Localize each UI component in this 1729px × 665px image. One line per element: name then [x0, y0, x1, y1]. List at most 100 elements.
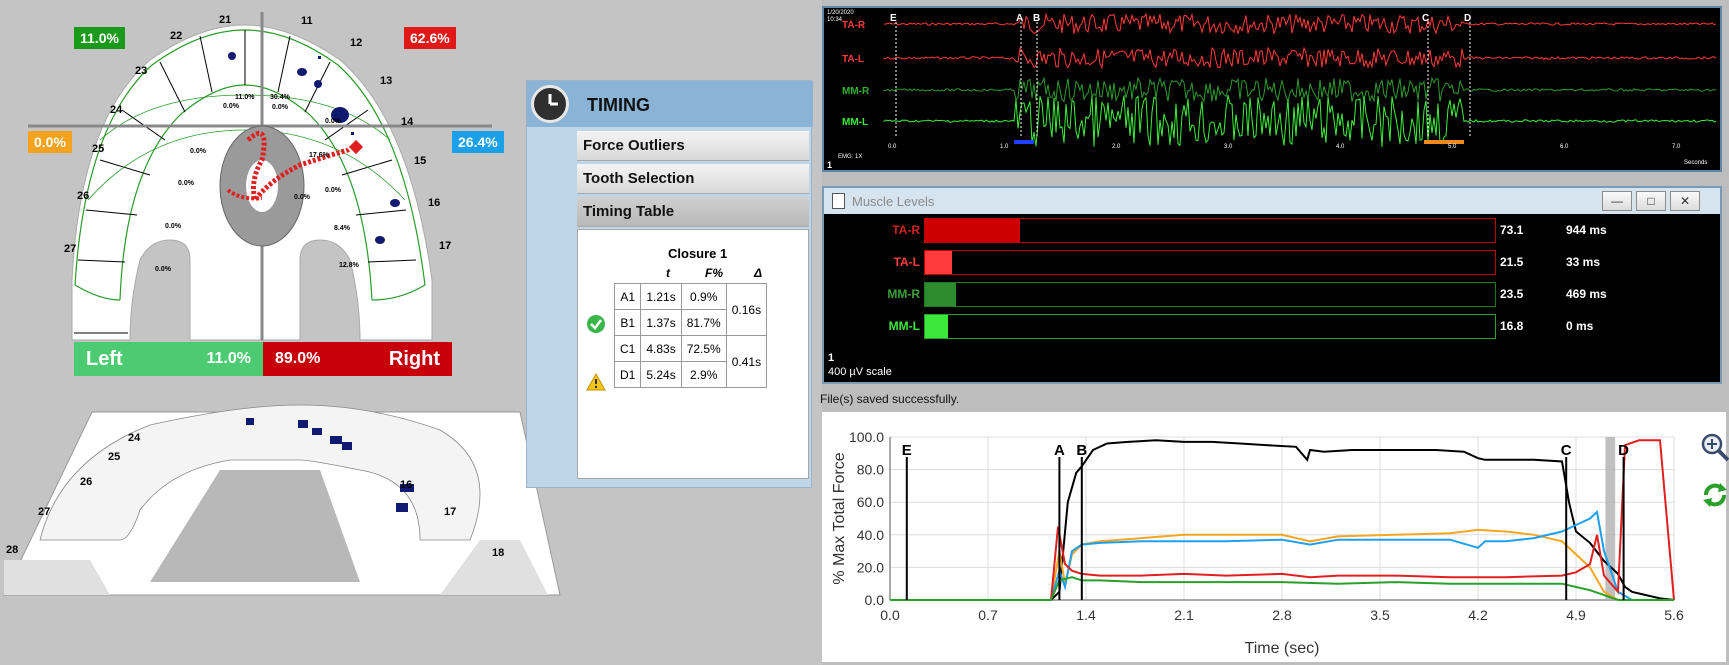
emg-tick: 7.0 [1672, 144, 1681, 150]
muscle-level-fill [925, 219, 1020, 242]
time-cell: 1.37s [640, 309, 682, 336]
emg-marker-label: A [1016, 13, 1024, 24]
tooth-number: 11 [301, 15, 313, 27]
tooth-number: 25 [92, 143, 105, 155]
tooth-percent: 0.0% [155, 266, 171, 273]
left-label: Left [86, 347, 123, 370]
tooth-percent: 0.0% [190, 148, 206, 155]
tooth-percent: 11.0% [235, 94, 255, 101]
muscle-duration: 33 ms [1566, 255, 1601, 269]
tab-timing-table[interactable]: Timing Table [577, 197, 809, 227]
minimize-button[interactable]: — [1602, 191, 1632, 211]
muscle-name: TA-R [892, 223, 920, 237]
muscle-levels-window: Muscle Levels — □ ✕ TA-R 73.1 944 ms TA-… [822, 186, 1722, 384]
y-tick-label: 80.0 [857, 462, 884, 478]
tooth-number: 15 [414, 155, 427, 167]
y-tick-label: 60.0 [857, 494, 884, 510]
emg-tick: 4.0 [1336, 144, 1345, 150]
muscle-level-bar [924, 314, 1496, 339]
y-tick-label: 40.0 [857, 527, 884, 543]
muscle-page-number: 1 [828, 352, 835, 364]
emg-marker-label: D [1464, 13, 1472, 24]
emg-gain: EMG: 1X [838, 154, 863, 160]
arch-graphic [3, 12, 561, 596]
series-line [890, 439, 1675, 601]
left-value: 11.0% [206, 350, 251, 367]
tooth-number: 26 [80, 476, 93, 488]
x-tick-label: 2.1 [1174, 607, 1194, 623]
x-tick-label: 2.8 [1272, 607, 1292, 623]
zoom-icon[interactable] [1700, 432, 1729, 462]
tooth-number: 14 [401, 116, 414, 128]
tooth-percent: 12.8% [339, 262, 359, 269]
emg-trace [883, 46, 1717, 70]
tooth-number: 22 [170, 30, 183, 42]
x-tick-label: 4.9 [1566, 607, 1586, 623]
warning-icon [586, 372, 606, 391]
event-marker-label: B [1076, 442, 1087, 459]
muscle-value: 23.5 [1500, 287, 1524, 301]
force-cell: 81.7% [680, 309, 727, 336]
table-row[interactable]: B1 1.37s 81.7% [613, 309, 767, 336]
tooth-number: 16 [400, 479, 413, 491]
emg-date: 1/20/2020 [827, 10, 854, 16]
table-row[interactable]: C1 4.83s 72.5% 0.41s [613, 335, 768, 388]
event-marker-label: D [1618, 442, 1629, 459]
tooth-number: 18 [492, 547, 505, 559]
muscle-name: MM-L [888, 319, 920, 333]
tab-force-outliers[interactable]: Force Outliers [577, 131, 809, 161]
left-balance: Left 11.0% [74, 342, 263, 376]
left-right-balance-bar: Left 11.0% 89.0% Right [74, 342, 452, 376]
tooth-percent: 8.4% [334, 225, 350, 232]
closure-title: Closure 1 [668, 246, 728, 261]
muscle-duration: 469 ms [1566, 287, 1607, 301]
timing-header[interactable] [527, 81, 813, 127]
x-axis-label: Time (sec) [1245, 640, 1320, 657]
emg-page: 1 [827, 160, 833, 170]
emg-channel-label: TA-L [842, 54, 865, 65]
muscle-levels-titlebar[interactable]: Muscle Levels — □ ✕ [824, 188, 1720, 214]
force-cell: 0.9% [680, 283, 727, 310]
emg-unit: Seconds [1684, 160, 1708, 166]
y-axis-label: % Max Total Force [831, 452, 848, 584]
quadrant-right-bottom-badge: 26.4% [452, 131, 504, 153]
muscle-scale-label: 400 µV scale [828, 366, 892, 378]
maximize-button[interactable]: □ [1636, 191, 1666, 211]
series-line [890, 510, 1674, 601]
row-label: D1 [613, 361, 642, 388]
column-header-force: F% [705, 266, 723, 280]
emg-range-marker [1424, 140, 1464, 144]
tooth-number: 24 [110, 104, 123, 116]
tooth-number: 27 [64, 243, 77, 255]
right-label: Right [388, 347, 440, 370]
tooth-percent: 0.0% [325, 118, 341, 125]
x-tick-label: 0.0 [880, 607, 900, 623]
emg-trace [883, 76, 1716, 103]
emg-marker-label: B [1033, 13, 1041, 24]
tooth-number: 23 [135, 65, 148, 77]
muscle-level-bar [924, 250, 1496, 275]
emg-waveform-panel[interactable]: 1/20/2020 10:34 TA-R TA-L MM-R MM-L E A … [822, 6, 1722, 172]
x-tick-label: 0.7 [978, 607, 998, 623]
tooth-number: 21 [219, 14, 232, 26]
tab-tooth-selection[interactable]: Tooth Selection [577, 164, 809, 194]
table-row[interactable]: D1 5.24s 2.9% [613, 361, 767, 388]
series-line [890, 576, 1674, 601]
refresh-icon[interactable] [1700, 480, 1729, 510]
time-cell: 5.24s [640, 361, 682, 388]
emg-range-marker [1014, 140, 1034, 144]
tooth-number: 13 [380, 75, 393, 87]
emg-tick: 1.0 [1000, 144, 1009, 150]
close-button[interactable]: ✕ [1670, 191, 1700, 211]
force-vs-time-chart[interactable]: 0.0 0.7 1.4 2.1 2.8 3.5 4.2 4.9 5.6 0.0 20.0 40.0 60… [822, 412, 1692, 662]
tooth-percent: 0.0% [272, 104, 288, 111]
tooth-percent: 0.0% [294, 194, 310, 201]
emg-marker-label: C [1422, 13, 1430, 24]
tooth-percent: 0.0% [178, 180, 194, 187]
muscle-value: 16.8 [1500, 319, 1524, 333]
muscle-duration: 0 ms [1566, 319, 1594, 333]
delta-cell: 0.41s [725, 335, 768, 388]
emg-marker-label: E [890, 13, 897, 24]
table-row[interactable]: A1 1.21s 0.9% 0.16s [613, 283, 768, 336]
tooth-percent: 0.0% [325, 187, 341, 194]
